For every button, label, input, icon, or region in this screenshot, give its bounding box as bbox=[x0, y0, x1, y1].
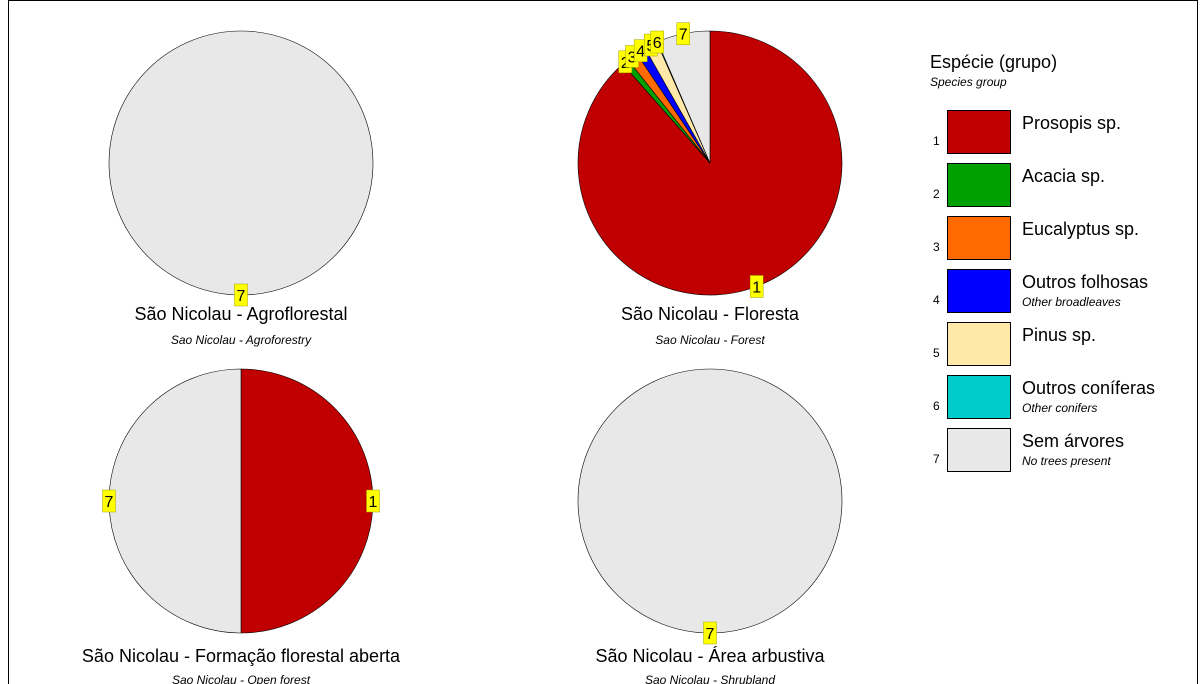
legend-item-no-trees: 7 Sem árvores No trees present bbox=[930, 428, 1190, 476]
chart-frame bbox=[8, 0, 1198, 684]
legend-item-sublabel: No trees present bbox=[1022, 454, 1111, 468]
slice-label-text: 7 bbox=[679, 27, 688, 44]
slice-label-box bbox=[366, 489, 380, 513]
legend-items: 1 Prosopis sp. 2 Acacia sp. 3 Eucalyptus… bbox=[930, 110, 1190, 480]
legend-item-pinus: 5 Pinus sp. bbox=[930, 322, 1190, 370]
legend-item-number: 5 bbox=[933, 346, 940, 360]
legend-item-number: 3 bbox=[933, 240, 940, 254]
pie-subtitle: Sao Nicolau - Forest bbox=[655, 333, 765, 347]
legend: Espécie (grupo) Species group 1 Prosopis… bbox=[930, 52, 1190, 472]
legend-item-label: Pinus sp. bbox=[1022, 325, 1097, 345]
slice-label-text: 3 bbox=[628, 49, 637, 66]
legend-item-label: Eucalyptus sp. bbox=[1022, 219, 1140, 239]
slice-label-text: 7 bbox=[237, 288, 246, 305]
legend-item-label: Prosopis sp. bbox=[1022, 113, 1122, 133]
legend-item-other-conifers: 6 Outros coníferas Other conifers bbox=[930, 375, 1190, 423]
legend-item-number: 2 bbox=[933, 187, 940, 201]
slice-label-box bbox=[749, 275, 764, 298]
slice-label-7: 7 bbox=[676, 22, 690, 45]
slice-label-box bbox=[234, 283, 248, 307]
slice-label-text: 4 bbox=[636, 44, 645, 61]
slice-label-text: 1 bbox=[752, 279, 761, 296]
legend-title: Espécie (grupo) bbox=[930, 52, 1058, 72]
legend-item-number: 1 bbox=[933, 134, 940, 148]
pie-title: São Nicolau - Agroflorestal bbox=[134, 304, 347, 324]
slice-label-box bbox=[650, 30, 664, 54]
pie-title: São Nicolau - Floresta bbox=[621, 304, 800, 324]
pie-slice-7 bbox=[577, 368, 843, 634]
legend-item-sublabel: Other conifers bbox=[1022, 401, 1098, 415]
slice-label-text: 7 bbox=[706, 626, 715, 643]
legend-item-label: Acacia sp. bbox=[1022, 166, 1106, 186]
slice-label-box bbox=[676, 22, 690, 45]
legend-item-acacia: 2 Acacia sp. bbox=[930, 163, 1190, 211]
pie-slice-7 bbox=[108, 30, 374, 296]
legend-swatch-eucalyptus bbox=[947, 216, 1011, 260]
pie-slice-7 bbox=[108, 368, 242, 634]
legend-item-other-broadleaves: 4 Outros folhosas Other broadleaves bbox=[930, 269, 1190, 317]
legend-item-label: Outros folhosas bbox=[1022, 272, 1149, 292]
legend-swatch-other-broadleaves bbox=[947, 269, 1011, 313]
slice-label-6: 6 bbox=[650, 30, 664, 54]
slice-label-7: 7 bbox=[703, 621, 717, 645]
pie-subtitle: Sao Nicolau - Shrubland bbox=[645, 673, 775, 684]
legend-item-label: Sem árvores bbox=[1022, 431, 1125, 451]
slice-label-text: 6 bbox=[653, 35, 662, 52]
legend-swatch-pinus bbox=[947, 322, 1011, 366]
legend-swatch-other-conifers bbox=[947, 375, 1011, 419]
pie-chart: 1 7 São Nicolau - Formação florestal abert… bbox=[82, 368, 401, 684]
pie-subtitle: Sao Nicolau - Open forest bbox=[172, 673, 311, 684]
pie-chart: 7 São Nicolau - Área arbustiva Sao Nicolau… bbox=[577, 368, 843, 684]
pie-slice-1 bbox=[240, 368, 374, 634]
legend-item-number: 7 bbox=[933, 452, 940, 466]
slice-label-text: 7 bbox=[105, 494, 114, 511]
legend-item-sublabel: Other broadleaves bbox=[1022, 295, 1121, 309]
pie-subtitle: Sao Nicolau - Agroforestry bbox=[171, 333, 312, 347]
legend-item-eucalyptus: 3 Eucalyptus sp. bbox=[930, 216, 1190, 264]
slice-label-box bbox=[703, 621, 717, 645]
pie-title: São Nicolau - Área arbustiva bbox=[595, 646, 825, 666]
slice-label-1: 1 bbox=[749, 275, 764, 298]
legend-item-number: 6 bbox=[933, 399, 940, 413]
legend-subtitle: Species group bbox=[930, 75, 1007, 89]
slice-label-1: 1 bbox=[366, 489, 380, 513]
slice-label-text: 1 bbox=[369, 494, 378, 511]
legend-item-prosopis: 1 Prosopis sp. bbox=[930, 110, 1190, 158]
slice-label-7: 7 bbox=[102, 489, 116, 513]
legend-swatch-prosopis bbox=[947, 110, 1011, 154]
legend-item-number: 4 bbox=[933, 293, 940, 307]
slice-label-text: 2 bbox=[621, 55, 630, 72]
legend-swatch-no-trees bbox=[947, 428, 1011, 472]
slice-label-7: 7 bbox=[234, 283, 248, 307]
legend-swatch-acacia bbox=[947, 163, 1011, 207]
legend-item-label: Outros coníferas bbox=[1022, 378, 1156, 398]
slice-label-box bbox=[102, 489, 116, 513]
pie-title: São Nicolau - Formação florestal aberta bbox=[82, 646, 401, 666]
